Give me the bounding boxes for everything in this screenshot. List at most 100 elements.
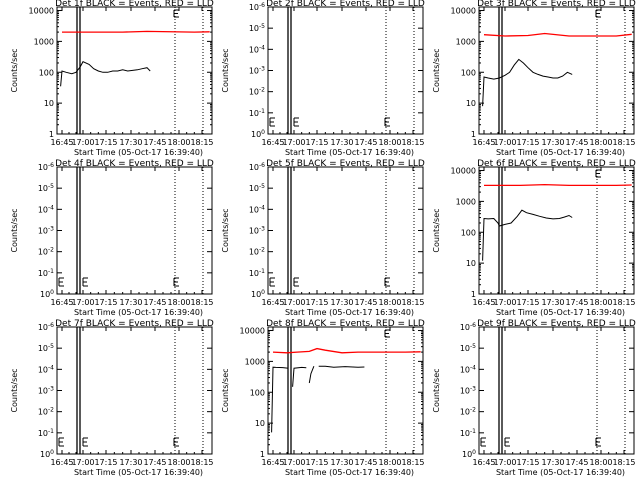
y-tick-base: 10 — [460, 344, 470, 353]
y-tick-label: 100 — [40, 289, 54, 299]
x-axis-label: Start Time (05-Oct-17 16:39:40) — [496, 308, 625, 317]
marker-glyph — [293, 117, 299, 127]
x-tick-label: 17:45 — [143, 138, 166, 147]
x-tick-label: 18:15 — [401, 138, 424, 147]
x-tick-label: 16:45 — [472, 138, 495, 147]
y-tick-exponent: -4 — [48, 204, 54, 211]
y-tick-base: 10 — [38, 248, 48, 257]
detector-panel-5: Det 5f BLACK = Events, RED = LLD Counts/s… — [221, 159, 425, 317]
marker-glyph — [82, 277, 88, 287]
y-tick-label: 10-6 — [249, 2, 265, 12]
detector-panel-2: Det 2f BLACK = Events, RED = LLD Counts/s… — [221, 0, 425, 157]
y-tick-base: 10 — [460, 429, 470, 438]
y-tick-exponent: -1 — [259, 108, 265, 115]
marker-glyph — [384, 329, 390, 338]
y-tick-label: 10-5 — [249, 23, 265, 33]
detector-panel-3: Det 3f BLACK = Events, RED = LLD Counts/s… — [432, 0, 636, 157]
y-tick-base: 10 — [40, 450, 50, 459]
detector-panel-4: Det 4f BLACK = Events, RED = LLD Counts/s… — [10, 159, 214, 317]
y-tick-base: 10 — [462, 450, 472, 459]
y-tick-exponent: -6 — [48, 162, 54, 169]
y-tick-label: 10-3 — [460, 386, 476, 396]
x-axis-label: Start Time (05-Oct-17 16:39:40) — [74, 308, 203, 317]
y-tick-exponent: 0 — [50, 449, 54, 456]
y-tick-label: 1 — [471, 290, 476, 299]
x-tick-label: 17:00 — [493, 298, 516, 307]
events-series-line — [308, 366, 315, 384]
x-tick-label: 17:15 — [305, 138, 328, 147]
y-tick-label: 10 — [255, 419, 265, 428]
plot-frame — [478, 6, 635, 135]
events-series-line — [482, 58, 573, 107]
y-tick-base: 10 — [38, 205, 48, 214]
x-tick-label: 17:30 — [119, 298, 142, 307]
y-tick-label: 10000 — [240, 327, 265, 336]
marker-glyph — [595, 437, 601, 447]
marker-glyph — [384, 277, 390, 287]
events-series-line — [60, 61, 151, 87]
y-tick-base: 10 — [460, 365, 470, 374]
y-tick-exponent: -5 — [259, 23, 265, 30]
y-axis-label: Counts/sec — [10, 48, 19, 92]
y-tick-base: 10 — [249, 67, 259, 76]
y-tick-label: 10-3 — [38, 386, 54, 396]
x-tick-label: 18:00 — [378, 458, 401, 467]
x-tick-label: 17:15 — [94, 458, 117, 467]
y-tick-exponent: -6 — [48, 322, 54, 329]
y-tick-exponent: -3 — [48, 226, 54, 233]
x-tick-label: 17:00 — [493, 458, 516, 467]
y-tick-exponent: -2 — [48, 247, 54, 254]
x-tick-label: 16:45 — [472, 298, 495, 307]
y-tick-label: 10-4 — [460, 364, 476, 374]
y-tick-label: 1000 — [34, 37, 54, 46]
y-tick-label: 10-2 — [460, 407, 476, 417]
x-axis-label: Start Time (05-Oct-17 16:39:40) — [285, 308, 414, 317]
x-axis-label: Start Time (05-Oct-17 16:39:40) — [496, 468, 625, 477]
y-tick-label: 100 — [40, 449, 54, 459]
y-tick-label: 10-4 — [249, 204, 265, 214]
y-tick-base: 10 — [249, 269, 259, 278]
x-tick-label: 17:30 — [541, 138, 564, 147]
x-axis-label: Start Time (05-Oct-17 16:39:40) — [285, 468, 414, 477]
detector-panel-8: Det 8f BLACK = Events, RED = LLD Counts/s… — [221, 319, 425, 477]
marker-glyph — [480, 437, 486, 447]
y-tick-label: 10-6 — [38, 162, 54, 172]
events-series-line — [292, 366, 307, 387]
x-tick-label: 18:15 — [190, 298, 213, 307]
x-tick-label: 17:00 — [71, 138, 94, 147]
y-tick-exponent: 0 — [261, 289, 265, 296]
y-tick-base: 10 — [38, 184, 48, 193]
marker-glyph — [173, 9, 179, 18]
y-axis-label: Counts/sec — [221, 368, 230, 412]
y-tick-label: 10-6 — [249, 162, 265, 172]
y-tick-label: 1 — [260, 450, 265, 459]
x-tick-label: 17:15 — [516, 458, 539, 467]
y-tick-label: 10-4 — [38, 204, 54, 214]
x-tick-label: 16:45 — [50, 298, 73, 307]
y-tick-label: 10-4 — [38, 364, 54, 374]
y-tick-base: 10 — [249, 248, 259, 257]
plot-frame — [478, 166, 635, 295]
x-tick-label: 17:00 — [493, 138, 516, 147]
y-tick-label: 10-4 — [249, 44, 265, 54]
y-tick-label: 10-2 — [38, 407, 54, 417]
y-tick-label: 1000 — [245, 357, 265, 366]
y-tick-label: 10 — [44, 99, 54, 108]
panel-title: Det 1f BLACK = Events, RED = LLD — [55, 0, 214, 9]
y-tick-exponent: -2 — [259, 87, 265, 94]
y-tick-exponent: -3 — [259, 66, 265, 73]
lld-series-line — [272, 347, 421, 354]
x-tick-label: 16:45 — [50, 138, 73, 147]
marker-glyph — [384, 117, 390, 127]
y-tick-label: 10-1 — [460, 428, 476, 438]
y-tick-label: 100 — [39, 68, 54, 77]
y-tick-base: 10 — [249, 45, 259, 54]
x-tick-label: 17:30 — [119, 138, 142, 147]
x-tick-label: 17:00 — [71, 458, 94, 467]
y-tick-exponent: -6 — [259, 162, 265, 169]
lld-series-line — [484, 183, 632, 187]
y-tick-label: 10000 — [29, 7, 54, 16]
y-tick-label: 10 — [466, 99, 476, 108]
y-tick-base: 10 — [38, 269, 48, 278]
marker-glyph — [58, 437, 64, 447]
